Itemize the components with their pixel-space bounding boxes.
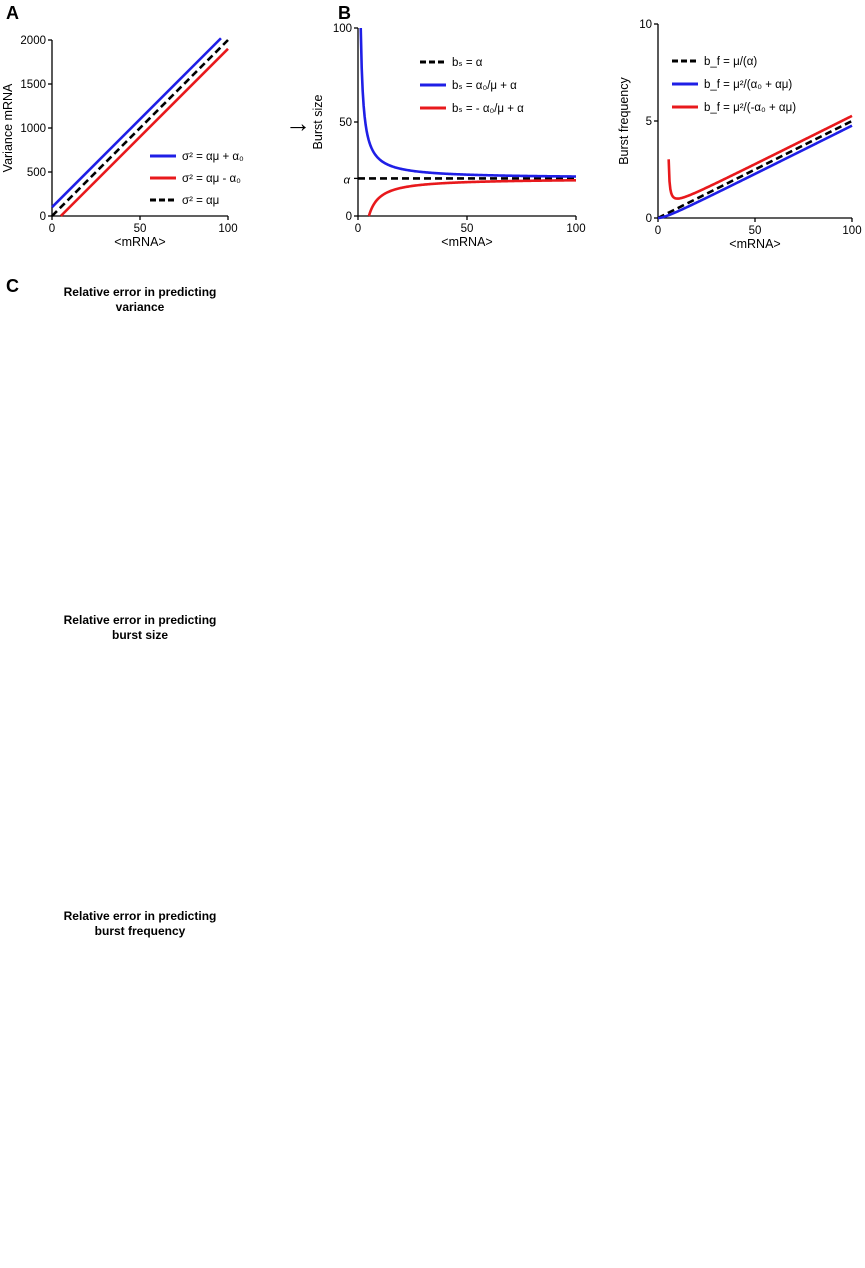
histogram-title: Relative error in predicting [64, 909, 217, 923]
y-axis-label: Variance mRNA [1, 83, 15, 172]
histogram-title: burst frequency [95, 924, 186, 938]
y-tick-label: 1000 [20, 123, 46, 135]
model-curve [359, 27, 577, 178]
y-tick-label: 0 [646, 213, 652, 225]
x-tick-label: 0 [355, 223, 361, 235]
y-tick-label: 50 [339, 117, 352, 129]
panel-label-a: A [6, 3, 19, 23]
x-tick-label: 50 [134, 223, 147, 235]
panel-label-c: C [6, 276, 19, 296]
y-tick-label: 5 [646, 116, 652, 128]
y-tick-label: 1500 [20, 79, 46, 91]
y-axis-label: Burst size [311, 95, 325, 150]
y-tick-label: 2000 [20, 35, 46, 47]
histogram-title: Relative error in predicting [64, 613, 217, 627]
arrow-icon: → [285, 108, 311, 138]
x-tick-label: 100 [842, 225, 861, 237]
x-tick-label: 0 [655, 225, 661, 237]
x-axis-label: <mRNA> [729, 237, 780, 251]
histogram-title: variance [116, 300, 165, 314]
series-line [51, 39, 229, 217]
legend-label: b_f = μ²/(α₀ + αμ) [704, 79, 792, 91]
y-tick-label: 0 [40, 211, 46, 223]
x-axis-label: <mRNA> [114, 235, 165, 249]
y-tick-label: 10 [639, 19, 652, 31]
legend-label: σ² = αμ + α₀ [182, 151, 244, 163]
model-curve [657, 119, 853, 220]
y-tick-label: 0 [346, 211, 352, 223]
model-curve [657, 124, 853, 220]
histogram-title: Relative error in predicting [64, 285, 217, 299]
x-tick-label: 100 [566, 223, 585, 235]
y-tick-label: 500 [27, 167, 46, 179]
x-tick-label: 0 [49, 223, 55, 235]
legend-label: σ² = αμ - α₀ [182, 173, 241, 185]
legend-label: b_f = μ²/(-α₀ + αμ) [704, 102, 796, 114]
panel-label-b: B [338, 3, 351, 23]
legend-label: b_f = μ/(α) [704, 56, 757, 68]
series-line [59, 47, 229, 217]
y-axis-label: Burst frequency [617, 76, 631, 164]
chart-b2: 0 50 100 0 5 10 <mRNA> Burst frequency b_f = μ/(… [617, 19, 862, 251]
alpha-tick-label: α [343, 174, 350, 186]
model-curve [367, 178, 577, 217]
legend-label: bₛ = - α₀/μ + α [452, 103, 524, 115]
x-tick-label: 50 [461, 223, 474, 235]
legend-label: bₛ = α [452, 57, 483, 69]
histogram-title: burst size [112, 628, 168, 642]
series-line [51, 37, 222, 209]
x-tick-label: 100 [218, 223, 237, 235]
legend-label: bₛ = α₀/μ + α [452, 80, 517, 92]
y-tick-label: 100 [333, 23, 352, 35]
x-axis-label: <mRNA> [441, 235, 492, 249]
x-tick-label: 50 [749, 225, 762, 237]
legend-label: σ² = αμ [182, 195, 219, 207]
chart-b1: 0 50 100 0 50 100 <mRNA> Burst size α bₛ = α bₛ = … [311, 23, 586, 249]
model-curve [667, 114, 853, 200]
